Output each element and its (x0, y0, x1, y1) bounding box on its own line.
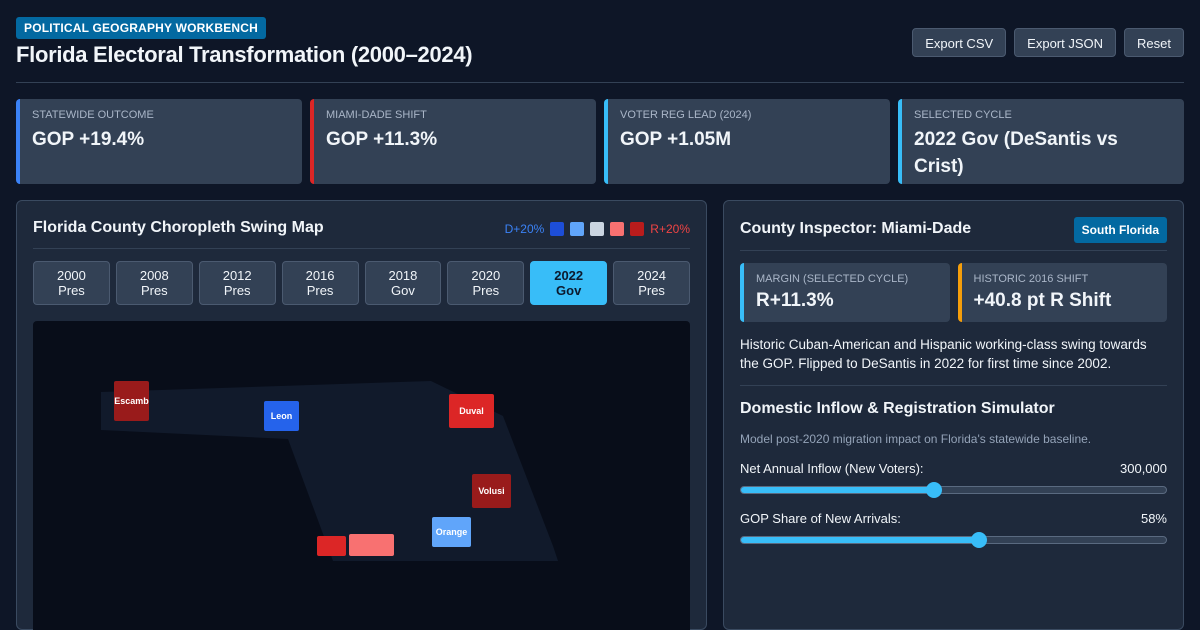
swing-legend: D+20% R+20% (505, 222, 690, 236)
legend-gop-label: R+20% (650, 222, 690, 236)
inspector-title: County Inspector: Miami-Dade (740, 220, 972, 237)
cycle-tab-2022[interactable]: 2022 Gov (530, 261, 608, 305)
stat-value: 2022 Gov (DeSantis vs Crist) (914, 129, 1118, 177)
reset-button[interactable]: Reset (1124, 28, 1184, 57)
legend-swatch (550, 222, 565, 236)
county-duval[interactable]: Duval (449, 394, 494, 428)
stat-label: VOTER REG LEAD (2024) (620, 109, 752, 121)
legend-swatch (630, 222, 645, 236)
page-header: POLITICAL GEOGRAPHY WORKBENCH Florida El… (16, 17, 1184, 68)
export-json-button[interactable]: Export JSON (1014, 28, 1117, 57)
county-volusia[interactable]: Volusi (472, 474, 511, 508)
inflow-slider[interactable] (740, 482, 1167, 498)
slider-thumb[interactable] (926, 482, 943, 498)
header-divider (16, 82, 1184, 83)
county-unlabeled[interactable] (349, 534, 394, 556)
slider-fill (741, 487, 935, 493)
stat-label: STATEWIDE OUTCOME (32, 109, 154, 121)
export-csv-button[interactable]: Export CSV (912, 28, 1007, 57)
gop-share-slider-value: 58% (1140, 511, 1167, 526)
county-unlabeled[interactable] (317, 536, 346, 556)
app-kicker-badge: POLITICAL GEOGRAPHY WORKBENCH (16, 17, 267, 39)
cycle-tab-2000[interactable]: 2000 Pres (33, 261, 110, 305)
inspector-header: County Inspector: Miami-Dade South Flori… (740, 217, 1167, 251)
margin-stat-card: MARGIN (SELECTED CYCLE) R+11.3% (740, 263, 950, 322)
slider-fill (741, 537, 979, 543)
stat-card-selected-cycle: SELECTED CYCLE 2022 Gov (DeSantis vs Cri… (898, 99, 1184, 184)
cycle-selector: 2000 Pres 2008 Pres 2012 Pres 2016 Pres 2018… (33, 261, 690, 305)
cycle-tab-2012[interactable]: 2012 Pres (198, 261, 276, 305)
legend-swatch (590, 222, 605, 236)
florida-map: Escamb Leon Duval Volusi Orange (33, 321, 690, 630)
map-panel-header: Florida County Choropleth Swing Map D+20… (33, 219, 690, 249)
inflow-slider-label: Net Annual Inflow (New Voters): (740, 461, 924, 476)
county-orange[interactable]: Orange (432, 517, 471, 547)
legend-swatch (610, 222, 625, 236)
header-actions: Export CSV Export JSON Reset (912, 28, 1184, 57)
stat-label: MARGIN (SELECTED CYCLE) (756, 273, 909, 285)
gop-share-slider[interactable] (740, 532, 1167, 548)
county-escambia[interactable]: Escamb (114, 381, 149, 421)
cycle-tab-2018[interactable]: 2018 Gov (364, 261, 442, 305)
stat-label: HISTORIC 2016 SHIFT (973, 273, 1089, 285)
map-panel: Florida County Choropleth Swing Map D+20… (16, 200, 707, 630)
gop-share-slider-label: GOP Share of New Arrivals: (740, 511, 901, 526)
cycle-tab-2020[interactable]: 2020 Pres (447, 261, 525, 305)
region-badge: South Florida (1073, 217, 1167, 243)
stat-card-miami-dade: MIAMI-DADE SHIFT GOP +11.3% (310, 99, 596, 184)
legend-swatch (570, 222, 585, 236)
inspector-stats: MARGIN (SELECTED CYCLE) R+11.3% HISTORIC… (740, 263, 1167, 322)
legend-dem-label: D+20% (504, 222, 545, 236)
stat-label: SELECTED CYCLE (914, 109, 1012, 121)
inflow-slider-value: 300,000 (1120, 461, 1167, 476)
county-inspector-panel: County Inspector: Miami-Dade South Flori… (723, 200, 1184, 630)
stat-value: GOP +19.4% (32, 129, 145, 150)
stat-value: R+11.3% (756, 290, 834, 311)
inflow-slider-row: Net Annual Inflow (New Voters): 300,000 (740, 461, 1167, 476)
cycle-tab-2024[interactable]: 2024 Pres (613, 261, 690, 305)
florida-outline (101, 381, 558, 561)
historic-shift-stat-card: HISTORIC 2016 SHIFT +40.8 pt R Shift (957, 263, 1167, 322)
stat-card-voter-reg: VOTER REG LEAD (2024) GOP +1.05M (604, 99, 890, 184)
gop-share-slider-row: GOP Share of New Arrivals: 58% (740, 511, 1167, 526)
inspector-divider (740, 385, 1167, 386)
stat-value: GOP +11.3% (326, 129, 438, 150)
county-leon[interactable]: Leon (264, 401, 299, 431)
cycle-tab-2008[interactable]: 2008 Pres (115, 261, 193, 305)
stat-card-statewide: STATEWIDE OUTCOME GOP +19.4% (16, 99, 302, 184)
stat-value: GOP +1.05M (620, 129, 732, 150)
county-description: Historic Cuban-American and Hispanic wor… (740, 337, 1147, 371)
simulator-title: Domestic Inflow & Registration Simulator (740, 400, 1055, 417)
page-title: Florida Electoral Transformation (2000–2… (16, 42, 473, 67)
slider-thumb[interactable] (971, 532, 987, 548)
stat-label: MIAMI-DADE SHIFT (326, 109, 427, 121)
cycle-tab-2016[interactable]: 2016 Pres (281, 261, 359, 305)
summary-stats: STATEWIDE OUTCOME GOP +19.4% MIAMI-DADE … (16, 99, 1184, 184)
simulator-subtitle: Model post-2020 migration impact on Flor… (740, 432, 1092, 446)
stat-value: +40.8 pt R Shift (973, 290, 1112, 311)
map-title: Florida County Choropleth Swing Map (33, 219, 324, 236)
